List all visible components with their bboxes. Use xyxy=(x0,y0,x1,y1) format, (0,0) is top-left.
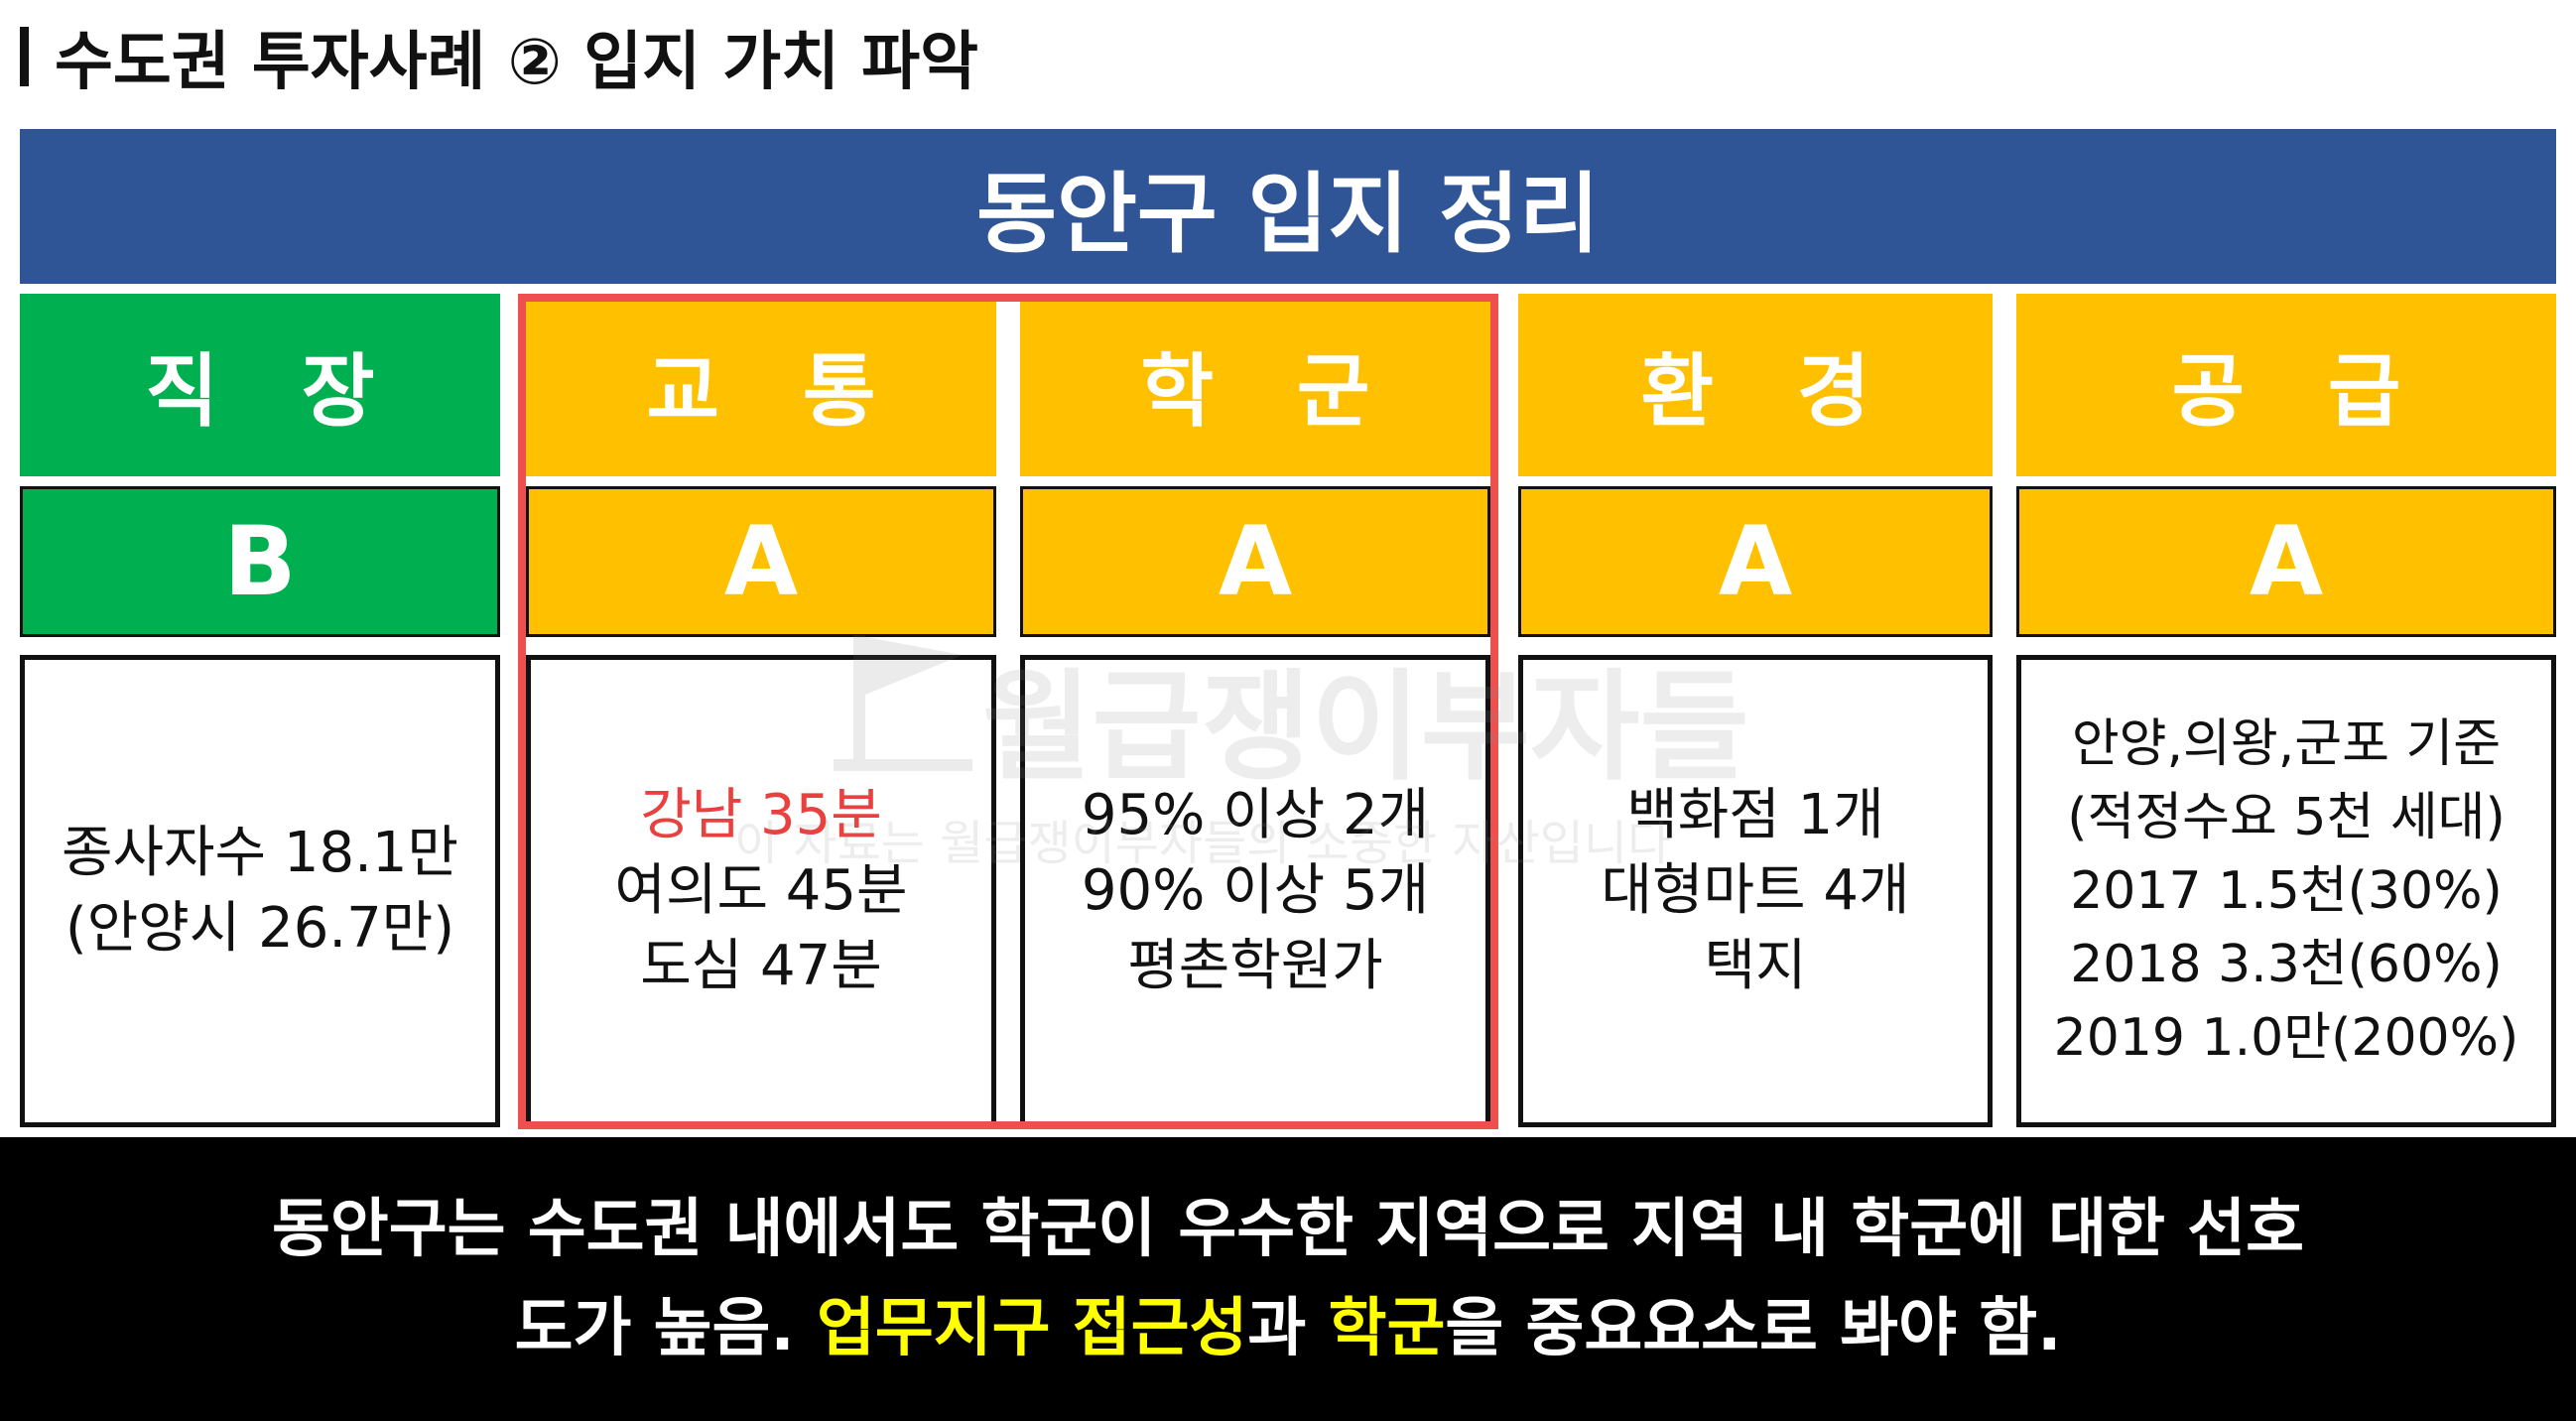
detail-transport: 강남 35분 여의도 45분 도심 47분 xyxy=(526,655,996,1127)
summary-text: 과 xyxy=(1247,1292,1329,1365)
grade-transport: A xyxy=(526,486,996,637)
detail-line: 2019 1.0만(200%) xyxy=(2053,1008,2519,1068)
detail-line: 여의도 45분 xyxy=(614,858,908,923)
detail-line: 2018 3.3천(60%) xyxy=(2070,935,2503,994)
header-job-label: 직 장 xyxy=(145,345,403,438)
summary-highlight-access: 업무지구 접근성 xyxy=(816,1292,1248,1365)
detail-job: 종사자수 18.1만 (안양시 26.7만) xyxy=(20,655,500,1127)
summary-line-1: 동안구는 수도권 내에서도 학군이 우수한 지역으로 지역 내 학군에 대한 선… xyxy=(271,1193,2305,1266)
detail-supply: 안양,의왕,군포 기준 (적정수요 5천 세대) 2017 1.5천(30%) … xyxy=(2016,655,2556,1127)
header-environment: 환 경 xyxy=(1518,294,1993,476)
header-school-label: 학 군 xyxy=(1140,345,1398,438)
header-transport-label: 교 통 xyxy=(646,345,904,438)
header-environment-label: 환 경 xyxy=(1640,345,1898,438)
detail-line: 평촌학원가 xyxy=(1127,934,1383,998)
detail-line: (적정수요 5천 세대) xyxy=(2067,788,2506,847)
header-school: 학 군 xyxy=(1020,294,1490,476)
header-supply-label: 공 급 xyxy=(2171,345,2429,438)
detail-school: 95% 이상 2개 90% 이상 5개 평촌학원가 xyxy=(1020,655,1490,1127)
table-banner: 동안구 입지 정리 xyxy=(20,129,2556,284)
title-bar-mark xyxy=(20,27,29,86)
page-title: 수도권 투자사례 ② 입지 가치 파악 xyxy=(20,14,978,99)
detail-line: 종사자수 18.1만 xyxy=(61,821,459,885)
detail-line: 95% 이상 2개 xyxy=(1081,783,1430,847)
summary-text: 도가 높음. xyxy=(514,1292,817,1365)
grade-environment: A xyxy=(1518,486,1993,637)
summary-highlight-school: 학군 xyxy=(1328,1292,1446,1365)
header-supply: 공 급 xyxy=(2016,294,2556,476)
header-transport: 교 통 xyxy=(526,294,996,476)
detail-line: (안양시 26.7만) xyxy=(64,896,455,961)
grade-job: B xyxy=(20,486,500,637)
detail-line: 2017 1.5천(30%) xyxy=(2070,861,2503,921)
detail-line: 대형마트 4개 xyxy=(1601,858,1910,923)
summary-line-2: 도가 높음. 업무지구 접근성과 학군을 중요요소로 봐야 함. xyxy=(515,1279,2062,1378)
page-title-text: 수도권 투자사례 ② 입지 가치 파악 xyxy=(55,26,979,99)
grade-school: A xyxy=(1020,486,1490,637)
detail-line: 택지 xyxy=(1704,934,1807,998)
summary-text: 을 중요요소로 봐야 함. xyxy=(1445,1292,2062,1365)
detail-line: 90% 이상 5개 xyxy=(1081,858,1430,923)
header-job: 직 장 xyxy=(20,294,500,476)
detail-line: 도심 47분 xyxy=(640,934,882,998)
summary-box: 동안구는 수도권 내에서도 학군이 우수한 지역으로 지역 내 학군에 대한 선… xyxy=(0,1137,2576,1421)
detail-environment: 백화점 1개 대형마트 4개 택지 xyxy=(1518,655,1993,1127)
grade-supply: A xyxy=(2016,486,2556,637)
detail-line-highlight: 강남 35분 xyxy=(640,783,882,847)
detail-line: 백화점 1개 xyxy=(1626,783,1884,847)
detail-line: 안양,의왕,군포 기준 xyxy=(2071,714,2502,774)
